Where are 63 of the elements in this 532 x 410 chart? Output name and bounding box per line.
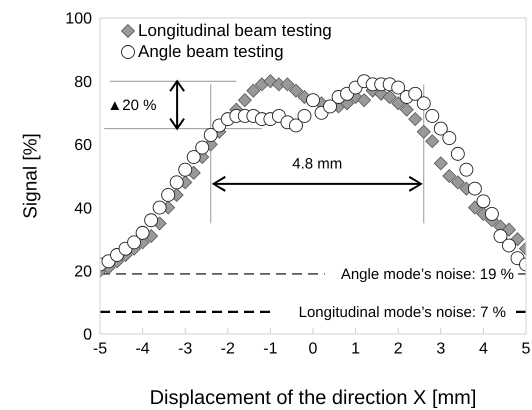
y-tick-label: 100 [65, 10, 92, 28]
point [186, 150, 201, 164]
y-axis-title: Signal [%] [20, 133, 42, 219]
point [170, 175, 184, 190]
point [450, 175, 465, 190]
point [238, 93, 252, 108]
point [195, 140, 210, 155]
x-tick-label: 1 [351, 340, 360, 358]
x-tick-label: -5 [92, 340, 108, 358]
point [246, 84, 260, 98]
point [425, 134, 440, 148]
y-tick-label: 0 [83, 326, 92, 344]
annotation: 4.8 mm [292, 155, 342, 172]
x-tick-label: -4 [135, 340, 150, 358]
point [254, 77, 269, 92]
ref-line-label: Longitudinal mode’s noise: 7 % [298, 304, 506, 321]
x-tick-label: 3 [436, 340, 446, 358]
point [468, 182, 482, 196]
legend-label: Longitudinal beam testing [138, 20, 332, 41]
point [127, 235, 142, 250]
point [391, 96, 406, 110]
point [357, 93, 372, 108]
point [136, 226, 150, 240]
point [468, 200, 482, 214]
y-tick-label: 60 [74, 137, 92, 154]
x-tick-label: 0 [308, 340, 318, 358]
point [204, 128, 218, 142]
x-tick-label: 2 [394, 340, 403, 358]
x-tick-label: -2 [220, 340, 236, 358]
ref-line-label: Angle mode’s noise: 19 % [340, 266, 514, 283]
x-tick-label: -3 [178, 340, 192, 358]
point [306, 93, 320, 108]
y-tick-label: 40 [74, 200, 92, 218]
annotation: ▲20 % [107, 96, 156, 114]
point [416, 124, 431, 139]
point [502, 222, 516, 237]
y-tick-label: 80 [74, 74, 92, 91]
point [289, 84, 303, 98]
x-tick-label: 5 [522, 340, 531, 358]
point [493, 229, 508, 243]
point [391, 80, 406, 94]
y-tick-label: 20 [74, 263, 92, 280]
point [408, 112, 422, 126]
x-axis-title: Displacement of the direction X [mm] [150, 387, 476, 409]
point [323, 100, 337, 114]
point [408, 86, 422, 101]
point [178, 162, 192, 177]
x-tick-label: -1 [263, 340, 278, 358]
point [280, 77, 294, 92]
point [152, 200, 167, 215]
point [416, 96, 431, 110]
point [434, 156, 448, 170]
point [382, 90, 397, 104]
point [510, 232, 524, 246]
point [144, 213, 158, 228]
point [289, 118, 303, 132]
x-tick-label: 4 [478, 340, 488, 358]
point [442, 169, 456, 183]
point [476, 194, 490, 208]
point [400, 102, 414, 117]
legend-label: Angle beam testing [138, 41, 284, 62]
point [484, 206, 499, 221]
point [161, 188, 176, 202]
